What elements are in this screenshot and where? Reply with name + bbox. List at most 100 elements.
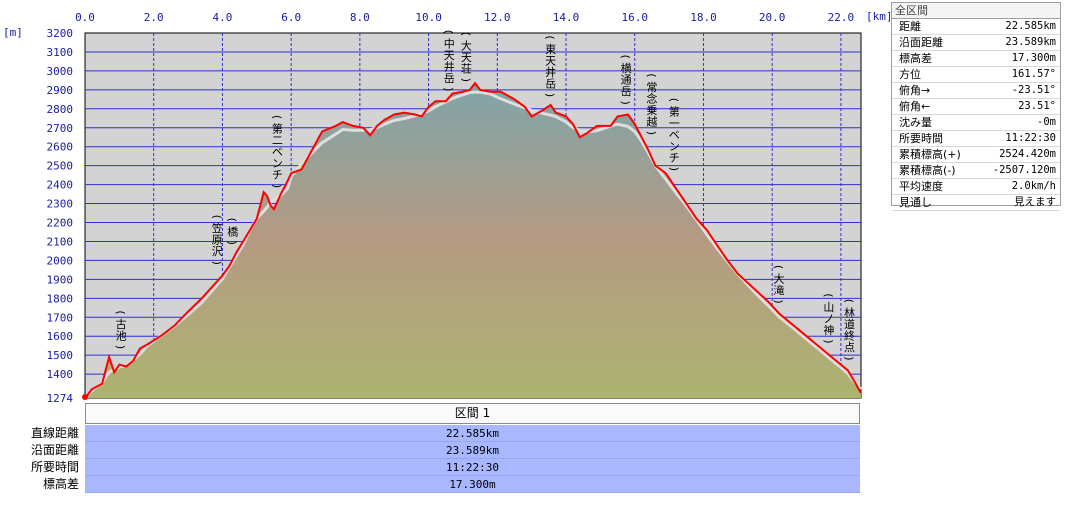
x-tick-label: 0.0 xyxy=(75,11,95,24)
waypoint-char: ( xyxy=(667,98,680,102)
panel-row: 沿面距離 23.589km xyxy=(892,35,1060,51)
x-tick-label: 16.0 xyxy=(621,11,648,24)
waypoint-label: (横通岳) xyxy=(619,54,632,104)
section-table: 直線距離 22.585km 沿面距離 23.589km 所要時間 11:22:30 標高差 1… xyxy=(0,425,862,493)
y-tick-label: 1900 xyxy=(47,273,74,286)
x-tick-label: 14.0 xyxy=(553,11,580,24)
waypoint-char: ) xyxy=(645,131,658,135)
waypoint-char: 滝 xyxy=(774,284,785,297)
waypoint-char: 山 xyxy=(823,301,834,314)
y-tick-label: 1600 xyxy=(47,330,74,343)
y-tick-label: 2500 xyxy=(47,160,74,173)
start-marker[interactable] xyxy=(82,394,88,400)
waypoint-char: ) xyxy=(619,100,632,104)
waypoint-char: 大 xyxy=(461,38,472,52)
waypoint-char: 東 xyxy=(545,43,556,56)
waypoint-char: ( xyxy=(114,310,127,314)
waypoint-char: ( xyxy=(772,265,785,269)
x-unit-label: [km] xyxy=(866,10,893,23)
panel-row-value: 11:22:30 xyxy=(1005,132,1056,144)
waypoint-char: 横 xyxy=(621,61,632,75)
panel-row-value: -0m xyxy=(1037,116,1056,128)
section-row: 標高差 17.300m xyxy=(0,476,862,493)
waypoint-char: ) xyxy=(226,241,239,245)
section-row-value: 23.589km xyxy=(85,442,860,459)
section-row-value: 22.585km xyxy=(85,425,860,442)
panel-row-label: 平均速度 xyxy=(899,180,943,193)
y-tick-label: 3100 xyxy=(47,46,74,59)
waypoint-char: 古 xyxy=(116,318,127,331)
x-tick-label: 18.0 xyxy=(690,11,717,24)
section-row: 沿面距離 23.589km xyxy=(0,442,862,459)
section-header[interactable]: 区間 1 xyxy=(85,403,860,424)
x-axis-ticks: 0.0 2.0 4.0 6.0 8.0 10.0 12.0 14.0 16.0 18.0 20.0 2… xyxy=(75,11,854,24)
y-tick-label: 2700 xyxy=(47,122,74,135)
y-tick-label: 2400 xyxy=(47,179,74,192)
panel-row-label: 沈み量 xyxy=(899,116,932,129)
waypoint-char: ( xyxy=(210,215,223,219)
waypoint-char: ( xyxy=(442,30,455,34)
panel-row: 俯角← 23.51° xyxy=(892,99,1060,115)
waypoint-char: ) xyxy=(270,184,283,188)
y-tick-label: 3000 xyxy=(47,65,74,78)
waypoint-label: (大天荘) xyxy=(459,32,472,82)
waypoint-char: 終 xyxy=(844,328,855,342)
waypoint-char: 常 xyxy=(646,81,657,94)
waypoint-char: 天 xyxy=(461,51,472,64)
waypoint-char: 乗 xyxy=(646,104,657,117)
waypoint-label: (笠原沢) xyxy=(210,215,223,265)
panel-row: 所要時間 11:22:30 xyxy=(892,131,1060,147)
waypoint-char: 天 xyxy=(545,55,556,68)
waypoint-char: 二 xyxy=(272,134,283,147)
waypoint-char: ( xyxy=(619,54,632,58)
section-row-value: 11:22:30 xyxy=(85,459,860,476)
waypoint-char: 天 xyxy=(444,49,455,62)
waypoint-char: 第 xyxy=(272,121,283,135)
y-tick-label: 3200 xyxy=(47,27,74,40)
panel-row-label: 俯角→ xyxy=(899,84,931,97)
section-row-label: 標高差 xyxy=(0,476,85,493)
panel-row: 沈み量 -0m xyxy=(892,115,1060,131)
waypoint-char: ) xyxy=(842,356,855,360)
waypoint-label: (山ノ神) xyxy=(822,293,835,343)
x-tick-label: 2.0 xyxy=(144,11,164,24)
y-tick-label: 1274 xyxy=(47,392,74,405)
waypoint-char: 第 xyxy=(669,104,680,118)
waypoint-label: (古池) xyxy=(114,310,127,349)
waypoint-char: ベ xyxy=(272,145,283,158)
x-tick-label: 6.0 xyxy=(281,11,301,24)
y-tick-label: 2200 xyxy=(47,217,74,230)
waypoint-label: (橋) xyxy=(226,218,239,245)
waypoint-char: 越 xyxy=(646,114,657,128)
panel-row-value: -2507.120m xyxy=(992,164,1056,176)
y-tick-label: 1700 xyxy=(47,311,74,324)
waypoint-char: ( xyxy=(842,299,855,303)
panel-row: 距離 22.585km xyxy=(892,19,1060,35)
panel-row: 俯角→ -23.51° xyxy=(892,83,1060,99)
section-row-label: 直線距離 xyxy=(0,425,85,442)
waypoint-char: ( xyxy=(459,32,472,36)
waypoint-char: 岳 xyxy=(621,85,632,98)
waypoint-char: ) xyxy=(667,167,680,171)
x-tick-label: 8.0 xyxy=(350,11,370,24)
waypoint-char: ) xyxy=(459,78,472,82)
panel-row-label: 累積標高(+) xyxy=(899,148,961,161)
waypoint-char: 道 xyxy=(844,317,855,331)
panel-row-value: -23.51° xyxy=(1011,84,1056,96)
panel-row-value: 見えます xyxy=(1014,196,1056,208)
x-tick-label: 12.0 xyxy=(484,11,511,24)
y-tick-label: 1800 xyxy=(47,292,74,305)
section-row: 直線距離 22.585km xyxy=(0,425,862,442)
waypoint-char: 神 xyxy=(823,323,834,337)
panel-row-value: 161.57° xyxy=(1011,68,1056,80)
panel-row: 累積標高(-) -2507.120m xyxy=(892,163,1060,179)
panel-row-label: 方位 xyxy=(899,68,921,81)
y-tick-label: 2100 xyxy=(47,235,74,248)
waypoint-char: ( xyxy=(270,115,283,119)
panel-title: 全区間 xyxy=(892,3,1060,19)
